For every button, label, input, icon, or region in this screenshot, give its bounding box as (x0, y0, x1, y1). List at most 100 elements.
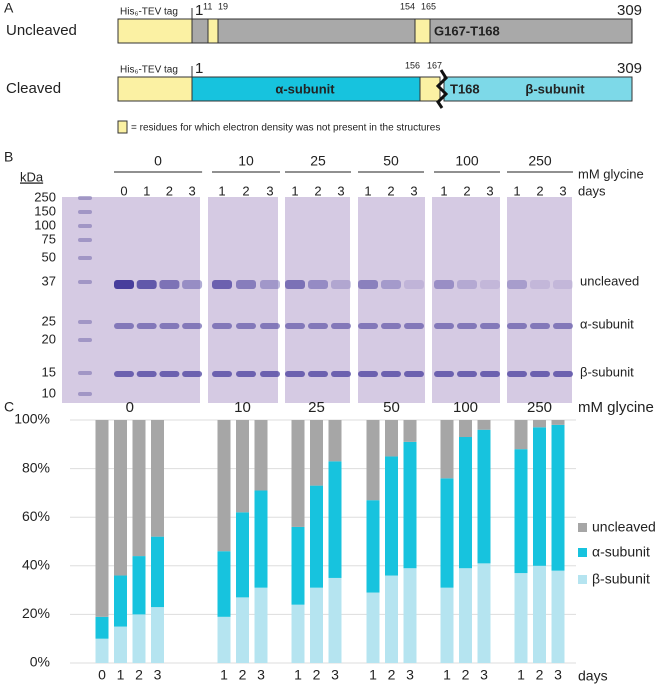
bar-segment (385, 575, 398, 663)
gel-band (404, 323, 424, 329)
legend-text: = residues for which electron density wa… (131, 123, 440, 134)
tag-region (117, 76, 193, 102)
tag-region (117, 18, 193, 44)
day-label: 3 (559, 183, 566, 198)
x-tick-label: 3 (406, 667, 414, 683)
bar-segment (95, 420, 109, 617)
gel-panel (432, 197, 500, 403)
bar-segment (459, 437, 472, 569)
bar-segment (385, 420, 398, 457)
residue: 156 (405, 60, 420, 70)
ladder-label: 20 (42, 331, 56, 346)
gel-band (159, 323, 180, 329)
bar-segment (254, 490, 268, 588)
x-tick-label: 1 (117, 667, 125, 683)
gel-band (114, 323, 134, 329)
ladder-label: 10 (42, 385, 56, 400)
x-tick-label: 2 (239, 667, 247, 683)
bar-segment (217, 420, 231, 552)
bar-segment (533, 565, 546, 663)
gel-band (308, 280, 328, 289)
residue: 165 (421, 1, 436, 11)
ladder-band (78, 280, 92, 284)
gel-band (159, 371, 180, 377)
ladder-band (78, 196, 92, 200)
ladder-band (78, 210, 92, 214)
x-tick-label: 0 (98, 667, 106, 683)
gel-band (434, 280, 454, 289)
x-tick-label: 2 (536, 667, 544, 683)
gel-band (358, 371, 378, 377)
gel-band (114, 280, 134, 289)
y-tick-label: 40% (22, 557, 50, 573)
day-label: 2 (536, 183, 543, 198)
gel-band (358, 280, 378, 289)
gel-band (212, 280, 232, 289)
bar-segment (514, 573, 528, 663)
x-tick-label: 1 (220, 667, 228, 683)
gel-panel (285, 197, 350, 403)
ladder-label: 25 (42, 313, 56, 328)
gel-band (182, 371, 203, 377)
x-axis-label: days (578, 668, 608, 684)
bar-segment (328, 461, 342, 578)
ladder-band (78, 256, 92, 260)
bar-segment (132, 556, 146, 615)
junction: G167-T168 (434, 23, 500, 38)
group-label: 0 (126, 399, 134, 416)
group-label: 10 (234, 399, 251, 416)
bar-segment (477, 420, 491, 430)
x-tick-label: 1 (294, 667, 302, 683)
day-label: 1 (291, 183, 298, 198)
residue: 1 (195, 2, 203, 19)
ladder-band (78, 371, 92, 375)
x-tick-label: 3 (480, 667, 488, 683)
gel-band (331, 280, 351, 289)
bar-segment (310, 587, 323, 663)
gel-panel (358, 197, 425, 403)
tag-label: His₆-TEV tag (120, 7, 178, 18)
gel-band (236, 371, 256, 377)
ladder-band (78, 320, 92, 324)
group-axis-label: mM glycine (578, 166, 644, 181)
bar-segment (459, 420, 472, 438)
ladder-label: 37 (42, 273, 56, 288)
gel-band (236, 323, 256, 329)
bar-segment (366, 500, 380, 593)
bar-segment (551, 570, 565, 663)
ladder-label: 50 (42, 249, 56, 264)
legend-swatch (578, 575, 587, 584)
bar-segment (291, 420, 305, 527)
ladder-label: 250 (34, 189, 56, 204)
residue: 1 (195, 60, 203, 77)
gel-band (480, 371, 500, 377)
alpha-label: α-subunit (275, 81, 335, 96)
ladder-label: 100 (34, 217, 56, 232)
gel-band (553, 371, 573, 377)
gel-band (457, 371, 477, 377)
gel-band (260, 280, 280, 289)
bar-segment (459, 568, 472, 663)
bar-segment (114, 420, 127, 576)
ladder-label: 75 (42, 231, 56, 246)
day-label: 3 (337, 183, 344, 198)
gel-band (182, 280, 203, 289)
residue: 11 (203, 1, 212, 11)
residue: 309 (617, 2, 642, 19)
legend-label: uncleaved (592, 519, 656, 535)
group-label: 25 (310, 153, 326, 169)
bar-segment (328, 420, 342, 462)
gel-band (182, 323, 203, 329)
gel-band (260, 323, 280, 329)
gel-band (507, 280, 527, 289)
x-tick-label: 3 (257, 667, 265, 683)
residue: 309 (617, 60, 642, 77)
ladder-label: 15 (42, 364, 56, 379)
bar-segment (366, 592, 380, 663)
gel-band (331, 371, 351, 377)
gel-panel (62, 197, 200, 403)
bar-segment (477, 429, 491, 564)
group-label: 250 (527, 399, 552, 416)
x-tick-label: 2 (135, 667, 143, 683)
gel-band (381, 371, 401, 377)
